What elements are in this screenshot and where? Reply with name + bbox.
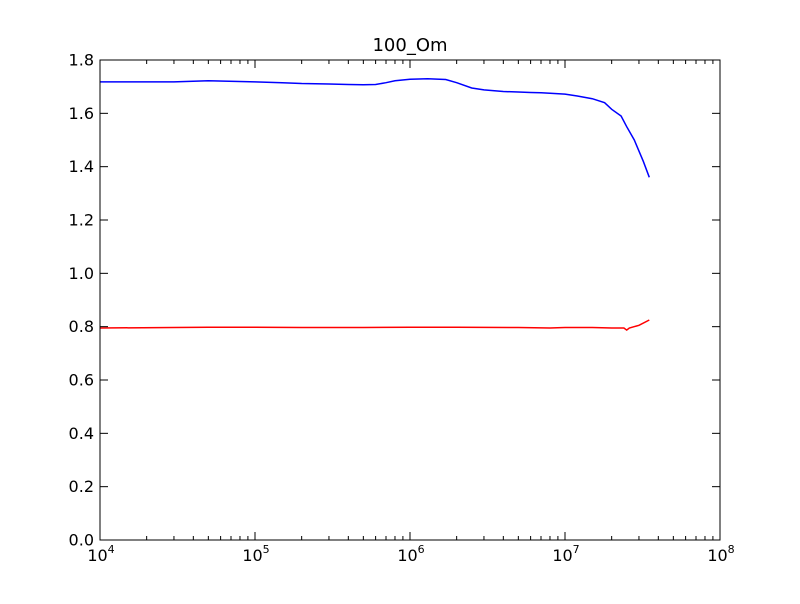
y-tick-label: 1.8 <box>69 51 94 70</box>
x-tick-exponent: 7 <box>573 543 580 556</box>
x-tick-exponent: 4 <box>108 543 115 556</box>
x-tick-label: 106 <box>397 543 424 565</box>
x-tick-base: 10 <box>552 546 572 565</box>
x-tick-label: 104 <box>87 543 114 565</box>
y-tick-label: 1.2 <box>69 211 94 230</box>
y-tick-label: 1.0 <box>69 264 94 283</box>
x-tick-base: 10 <box>707 546 727 565</box>
y-tick-label: 1.4 <box>69 157 94 176</box>
x-tick-base: 10 <box>242 546 262 565</box>
series-line-2 <box>99 319 650 332</box>
x-tick-exponent: 6 <box>418 543 425 556</box>
x-tick-base: 10 <box>87 546 107 565</box>
y-tick-label: 0.6 <box>69 371 94 390</box>
x-tick-exponent: 5 <box>263 543 270 556</box>
chart-title: 100_Om <box>372 35 447 56</box>
series-layer <box>99 77 651 332</box>
plot-frame <box>99 59 721 541</box>
x-tick-label: 107 <box>552 543 579 565</box>
tick-layer: 104 105 106 107 1080.00.20.40.60.81.01.21.41… <box>69 51 735 566</box>
series-line-1 <box>100 77 651 178</box>
y-tick-label: 0.8 <box>69 317 94 336</box>
y-tick-label: 1.6 <box>69 104 94 123</box>
y-tick-label: 0.4 <box>69 424 94 443</box>
x-tick-base: 10 <box>397 546 417 565</box>
y-tick-label: 0.0 <box>69 531 94 550</box>
y-tick-label: 0.2 <box>69 477 94 496</box>
x-tick-exponent: 8 <box>728 543 735 556</box>
x-tick-label: 108 <box>707 543 734 565</box>
x-tick-label: 105 <box>242 543 269 565</box>
